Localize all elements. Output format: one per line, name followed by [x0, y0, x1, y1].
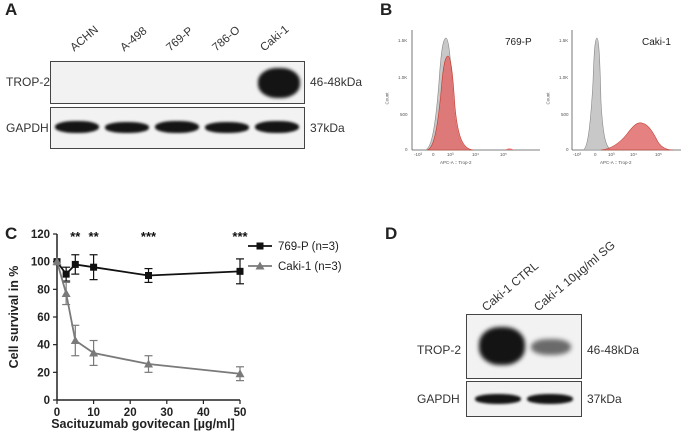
flow-769p-xtick-1: -10³ [414, 152, 423, 157]
lane-label-caki1-ctrl: Caki-1 CTRL [479, 258, 542, 314]
blot-a-trop2-band-caki1 [258, 68, 300, 98]
data-point-triangle [144, 359, 153, 368]
data-point-triangle [52, 257, 62, 266]
blot-a-gapdh-band-2 [105, 122, 149, 133]
blot-a-gapdh-band-3 [155, 121, 199, 133]
chart-y-tick-label: 120 [31, 229, 50, 241]
blot-a-trop2 [50, 61, 305, 104]
blot-a-gapdh-band-5 [255, 121, 299, 133]
flow-caki1-xlabel: APC-A :: Trop-2 [600, 160, 632, 165]
flow-769p-ytick-2: 1.0K [398, 75, 408, 80]
legend-marker-square [256, 242, 264, 250]
blot-d-row2-label: GAPDH [417, 392, 460, 406]
data-point-triangle [70, 336, 80, 345]
flow-histograms [411, 30, 681, 151]
chart-y-tick-label: 100 [31, 257, 50, 269]
panel-letter-b: B [380, 0, 393, 19]
blot-a-row2-label: GAPDH [6, 121, 49, 135]
blot-d-trop2-band-sg [531, 339, 571, 355]
flow-caki1-trop2-peak [600, 122, 674, 151]
flow-769p-ytick-1: 1.5K [398, 38, 408, 43]
lane-label-achn: ACHN [68, 23, 101, 54]
chart-x-tick-label: 20 [124, 407, 137, 419]
legend-marker-triangle [255, 261, 265, 270]
series-line-1 [56, 261, 241, 375]
data-point-square [62, 270, 70, 278]
blot-a-row1-size: 46-48kDa [310, 75, 363, 89]
panel-letter-a: A [5, 0, 18, 19]
chart-y-tick-label: 0 [44, 395, 50, 407]
blot-a-row1-label: TROP-2 [6, 75, 51, 89]
lane-label-a498: A-498 [118, 25, 150, 54]
chart-x-tick-label: 10 [87, 407, 100, 419]
data-point-square [236, 267, 244, 275]
legend-label: 769-P (n=3) [278, 241, 339, 253]
lane-label-caki1-sg: Caki-1 10µg/ml SG [531, 237, 618, 314]
blot-a-gapdh-band-4 [205, 122, 249, 133]
flow-769p-xtick-2: 0 [432, 152, 435, 157]
significance-marker: *** [232, 229, 248, 244]
flow-caki1-xtick-5: 10⁵ [655, 152, 662, 157]
panel-letter-c: C [5, 224, 18, 243]
flow-769p-xlabel: APC-A :: Trop-2 [440, 160, 472, 165]
flow-769p-xtick-5: 10⁵ [500, 152, 507, 157]
flow-caki1-title: Caki-1 [642, 37, 671, 48]
data-point-square [145, 272, 152, 279]
legend-label: Caki-1 (n=3) [278, 261, 342, 273]
lane-label-caki1: Caki-1 [258, 23, 292, 54]
significance-marker: *** [141, 229, 157, 244]
data-point-square [71, 260, 79, 268]
flow-caki1-xtick-3: 10³ [608, 152, 615, 157]
flow-769p-xtick-4: 10⁴ [472, 152, 479, 157]
blot-d-trop2 [466, 314, 582, 379]
chart-x-tick-label: 0 [54, 407, 60, 419]
flow-769p-xtick-3: 10³ [447, 152, 454, 157]
chart-y-tick-label: 40 [37, 340, 50, 352]
data-point-triangle [235, 369, 245, 378]
blot-d-row1-size: 46-48kDa [587, 343, 640, 357]
flow-caki1-ytick-1: 1.5K [559, 38, 569, 43]
chart-x-tick-label: 40 [197, 407, 210, 419]
blot-a-gapdh-band-1 [55, 121, 99, 133]
chart-x-axis-label: Sacituzumab govitecan [µg/ml] [51, 417, 235, 431]
flow-769p-ytick-4: 0 [405, 147, 408, 152]
flow-769p-ylabel: Count [384, 92, 390, 105]
chart-y-tick-label: 80 [37, 284, 50, 296]
lane-label-769p: 769-P [164, 25, 196, 54]
significance-marker: ** [70, 229, 81, 244]
chart-y-tick-label: 20 [37, 367, 50, 379]
blot-d-trop2-band-ctrl [479, 327, 525, 365]
chart-y-axis-label: Cell survival in % [7, 266, 21, 369]
lane-label-786o: 786-O [210, 24, 243, 54]
chart-x-tick-label: 30 [160, 407, 173, 419]
blot-d-row1-label: TROP-2 [417, 343, 462, 357]
flow-caki1-xtick-4: 10⁴ [630, 152, 637, 157]
blot-d-gapdh-band-ctrl [475, 394, 521, 404]
flow-caki1-xtick-1: -10³ [573, 152, 582, 157]
chart-y-tick-label: 60 [37, 312, 50, 324]
flow-caki1-ytick-3: 500 [561, 112, 569, 117]
blot-d-gapdh-band-sg [527, 394, 573, 404]
flow-769p-trop2-peak [426, 55, 474, 151]
flow-caki1-ytick-4: 0 [566, 147, 569, 152]
flow-caki1-ylabel: Count [545, 92, 551, 105]
flow-769p-title: 769-P [505, 37, 532, 48]
significance-marker: ** [89, 229, 100, 244]
flow-caki1-control-peak [582, 37, 613, 151]
data-point-square [90, 263, 98, 271]
data-point-triangle [89, 348, 99, 357]
data-point-triangle [61, 288, 71, 297]
flow-caki1-ytick-2: 1.0K [559, 75, 569, 80]
blot-d-row2-size: 37kDa [587, 392, 622, 406]
chart-x-tick-label: 50 [234, 407, 247, 419]
flow-hist-769p [411, 30, 540, 151]
blot-a-row2-size: 37kDa [310, 121, 345, 135]
blot-a-gapdh [50, 107, 305, 149]
blot-d-gapdh [466, 381, 582, 417]
flow-769p-ytick-3: 500 [400, 112, 408, 117]
flow-caki1-xtick-2: 0 [594, 152, 597, 157]
flow-hist-caki1 [571, 30, 681, 151]
panel-letter-d: D [385, 224, 398, 243]
